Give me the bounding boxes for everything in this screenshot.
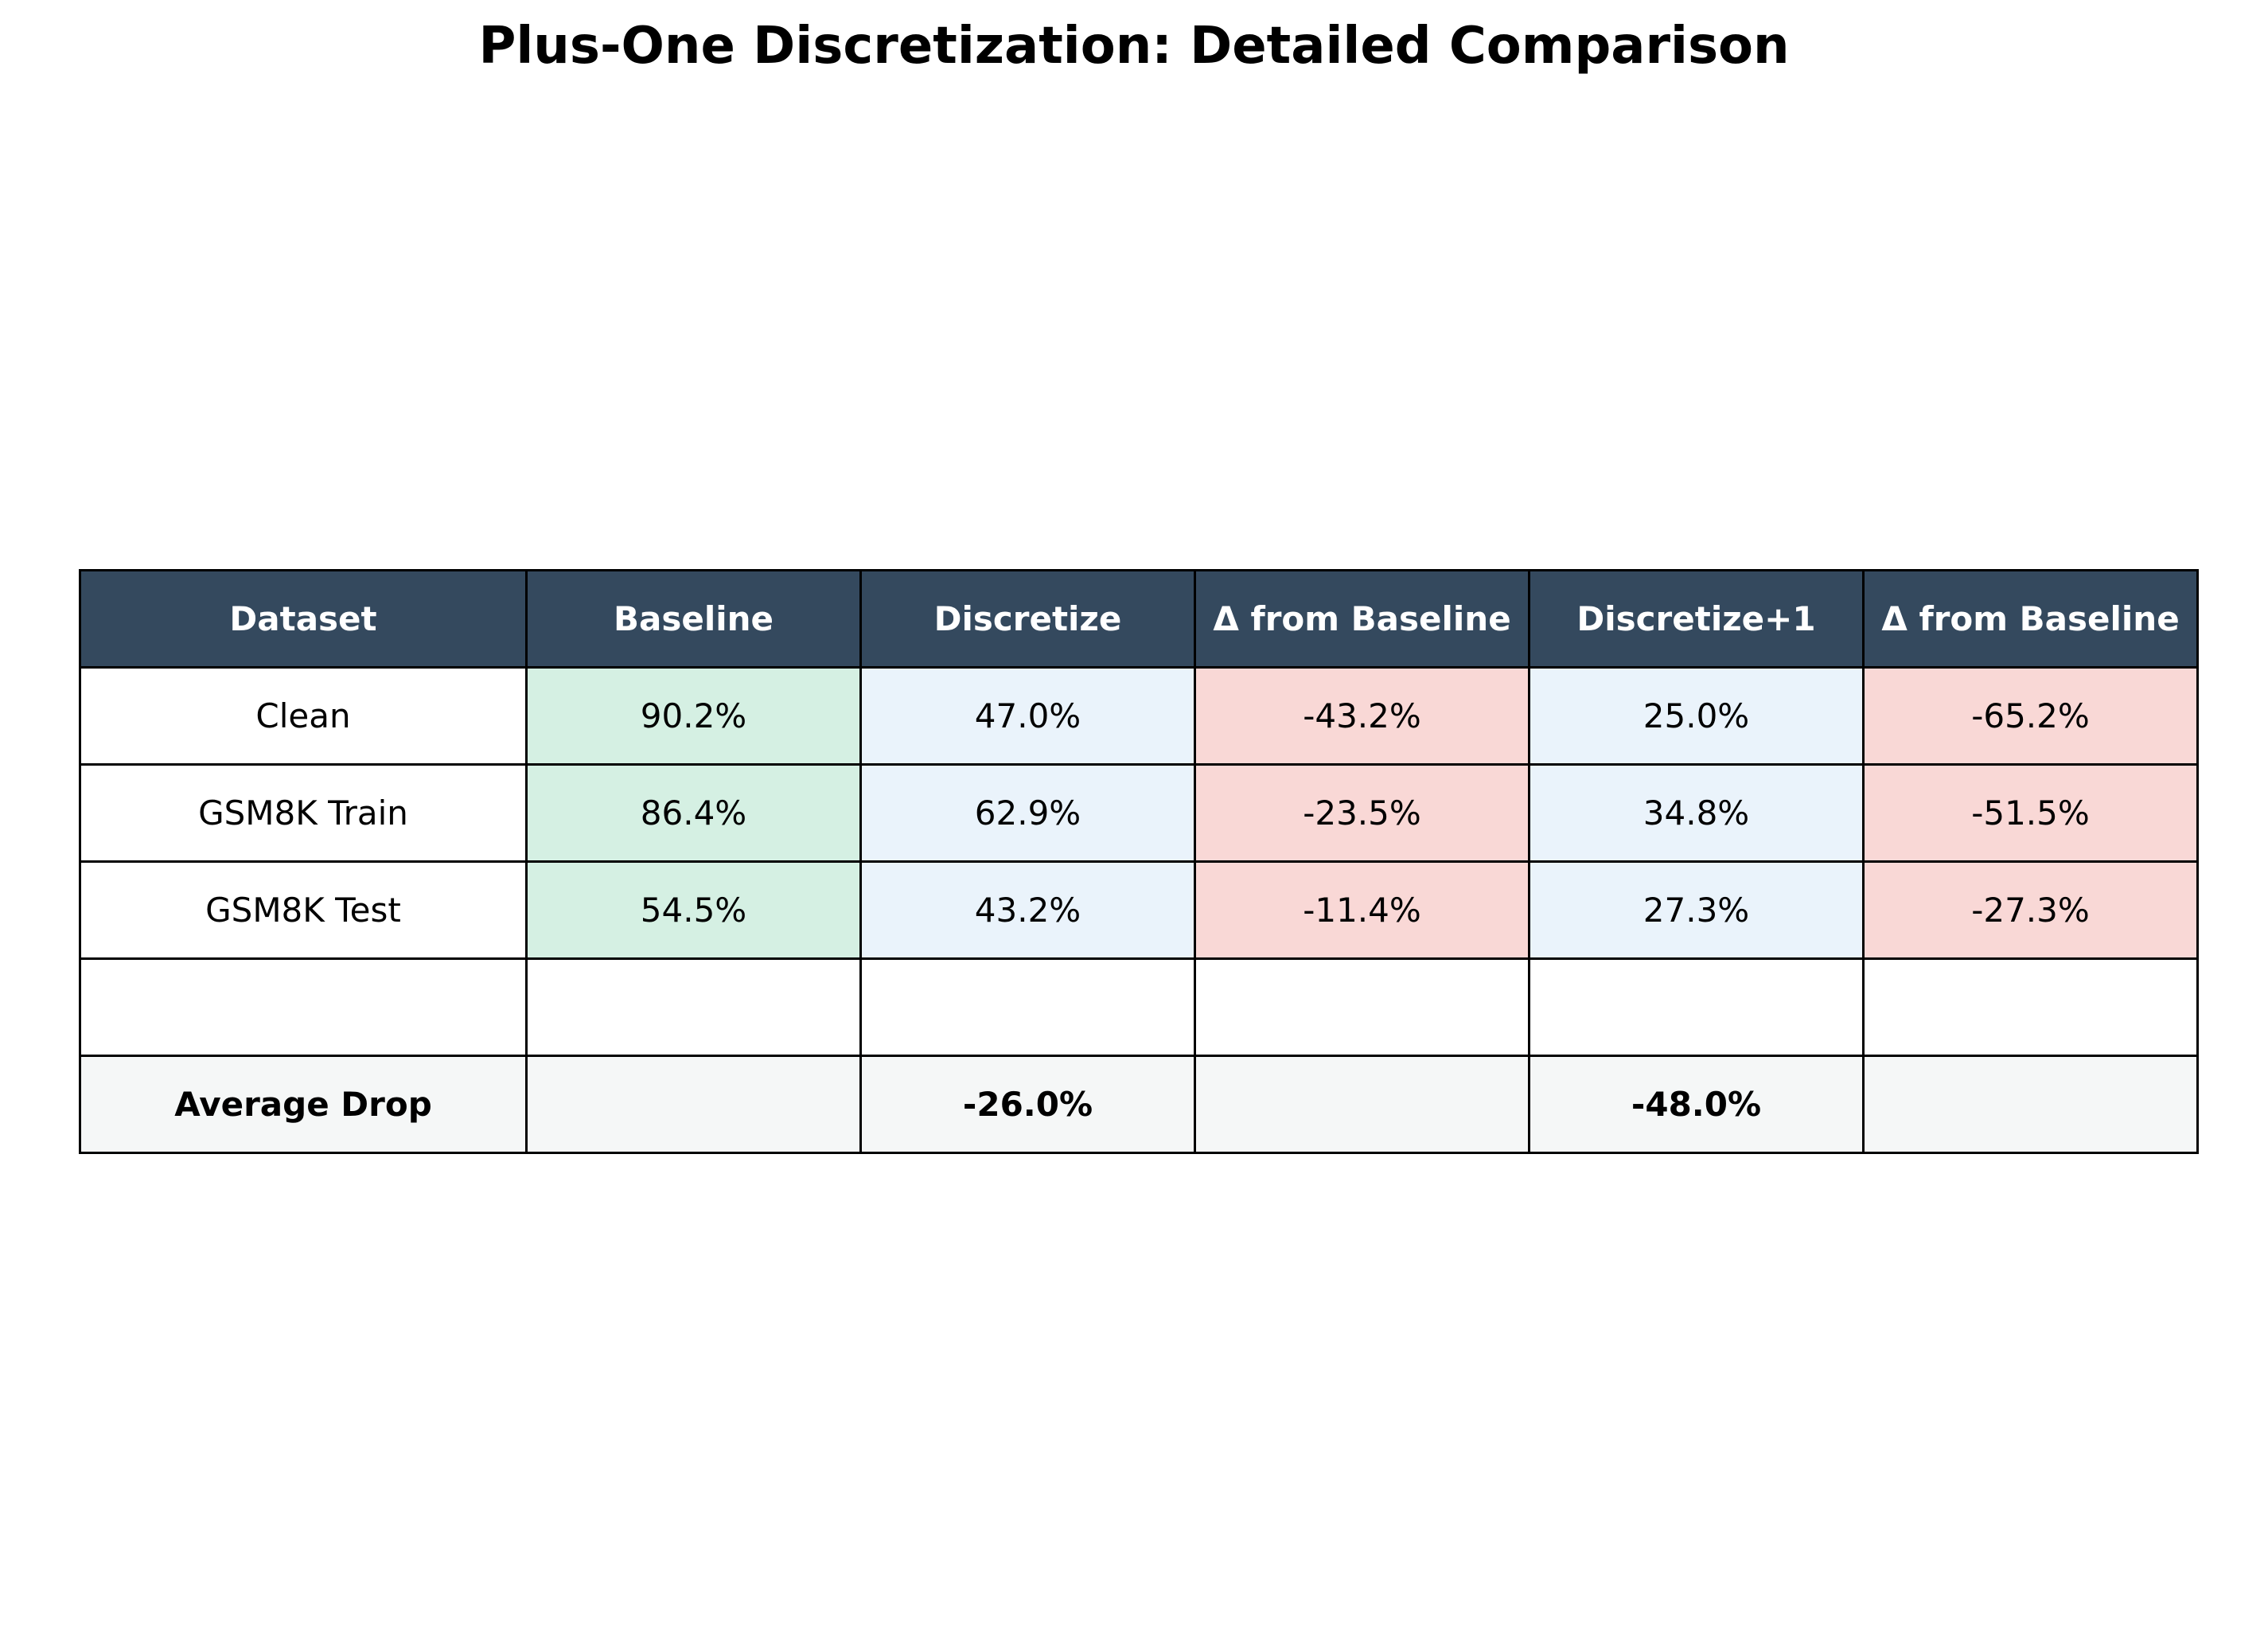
empty-cell (859, 957, 1196, 1057)
discretize-plus-one-cell: 25.0% (1528, 666, 1865, 766)
delta-cell: -65.2% (1862, 666, 2199, 766)
column-header-discretize-plus-one: Discretize+1 (1528, 569, 1865, 669)
column-header-delta-discretize: Δ from Baseline (1194, 569, 1530, 669)
empty-cell (1194, 957, 1530, 1057)
delta-cell: -43.2% (1194, 666, 1530, 766)
empty-row (79, 957, 2199, 1057)
chart-title: Plus-One Discretization: Detailed Compar… (478, 17, 1790, 76)
column-header-delta-discretize-plus-one: Δ from Baseline (1862, 569, 2199, 669)
discretize-plus-one-cell: 27.3% (1528, 860, 1865, 960)
discretize-plus-one-cell: 34.8% (1528, 763, 1865, 863)
comparison-table: Dataset Baseline Discretize Δ from Basel… (79, 569, 2199, 1154)
average-drop-row: Average Drop -26.0% -48.0% (79, 1055, 2199, 1154)
dataset-cell: GSM8K Train (79, 763, 528, 863)
dataset-cell: GSM8K Test (79, 860, 528, 960)
average-drop-discretize-plus-one: -48.0% (1528, 1055, 1865, 1154)
average-drop-delta-cell (1194, 1055, 1530, 1154)
average-drop-delta-cell (1862, 1055, 2199, 1154)
delta-cell: -51.5% (1862, 763, 2199, 863)
discretize-cell: 62.9% (859, 763, 1196, 863)
empty-cell (1528, 957, 1865, 1057)
average-drop-discretize: -26.0% (859, 1055, 1196, 1154)
delta-cell: -23.5% (1194, 763, 1530, 863)
empty-cell (525, 957, 862, 1057)
baseline-cell: 54.5% (525, 860, 862, 960)
empty-cell (79, 957, 528, 1057)
table-row: GSM8K Test 54.5% 43.2% -11.4% 27.3% -27.… (79, 860, 2199, 960)
column-header-dataset: Dataset (79, 569, 528, 669)
discretize-cell: 43.2% (859, 860, 1196, 960)
empty-cell (1862, 957, 2199, 1057)
dataset-cell: Clean (79, 666, 528, 766)
table-row: GSM8K Train 86.4% 62.9% -23.5% 34.8% -51… (79, 763, 2199, 863)
table-row: Clean 90.2% 47.0% -43.2% 25.0% -65.2% (79, 666, 2199, 766)
column-header-discretize: Discretize (859, 569, 1196, 669)
table-header-row: Dataset Baseline Discretize Δ from Basel… (79, 569, 2199, 669)
baseline-cell: 86.4% (525, 763, 862, 863)
discretize-cell: 47.0% (859, 666, 1196, 766)
delta-cell: -11.4% (1194, 860, 1530, 960)
baseline-cell: 90.2% (525, 666, 862, 766)
delta-cell: -27.3% (1862, 860, 2199, 960)
average-drop-label: Average Drop (79, 1055, 528, 1154)
column-header-baseline: Baseline (525, 569, 862, 669)
average-drop-baseline-cell (525, 1055, 862, 1154)
